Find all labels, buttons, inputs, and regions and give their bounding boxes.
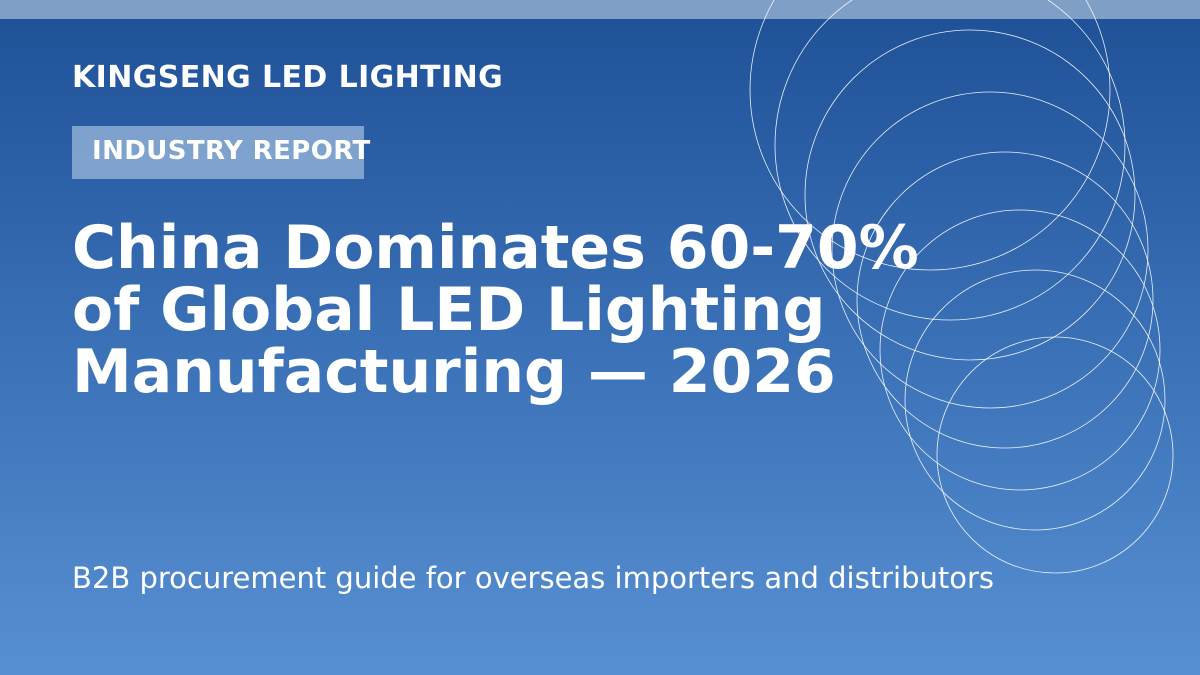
ring-4 xyxy=(831,91,1149,409)
headline: China Dominates 60-70% of Global LED Lig… xyxy=(72,217,1072,403)
top-accent-strip xyxy=(0,0,1200,19)
headline-line-2: of Global LED Lighting xyxy=(72,275,826,345)
category-tag xyxy=(72,126,364,179)
ring-8 xyxy=(936,336,1174,574)
ring-5 xyxy=(856,151,1154,449)
headline-line-1: China Dominates 60-70% xyxy=(72,213,919,283)
ring-7 xyxy=(904,269,1166,531)
ring-6 xyxy=(879,209,1161,491)
subtitle: B2B procurement guide for overseas impor… xyxy=(72,561,995,595)
ring-2 xyxy=(774,0,1126,321)
ring-3 xyxy=(804,29,1136,361)
brand-name: KINGSENG LED LIGHTING xyxy=(72,60,504,95)
headline-line-3: Manufacturing — 2026 xyxy=(72,337,836,407)
category-tag-label: INDUSTRY REPORT xyxy=(92,136,371,166)
ring-1 xyxy=(749,0,1111,271)
